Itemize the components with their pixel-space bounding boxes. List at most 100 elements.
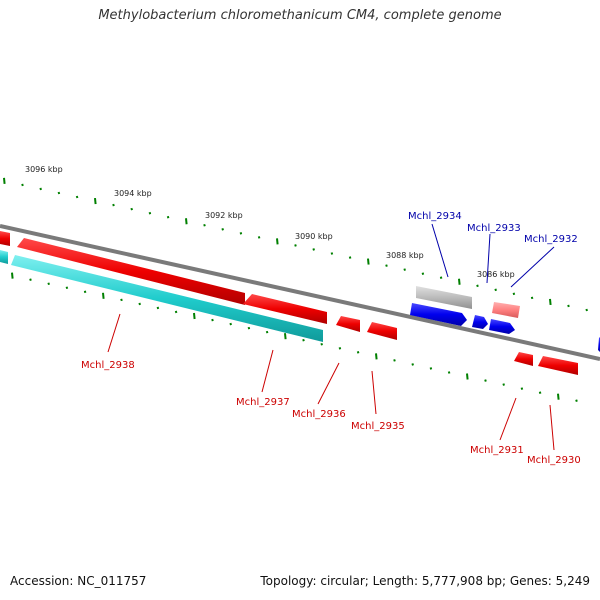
label-leaders — [107, 223, 555, 451]
scale-label-3088: 3088 kbp — [386, 251, 424, 260]
scale-tick-top-29 — [530, 296, 534, 300]
scale-ticks-bottom — [11, 272, 578, 403]
label-mchl-2931: Mchl_2931 — [470, 445, 524, 456]
gene-mchl-2934 — [416, 286, 472, 309]
scale-tick-top-9 — [166, 215, 170, 219]
scale-tick-top-30 — [549, 298, 552, 306]
scale-tick-top-22 — [403, 268, 406, 271]
scale-tick-top-7 — [130, 207, 133, 211]
scale-tick-top-14 — [257, 236, 261, 239]
leader-mchl-2935 — [371, 370, 377, 415]
gene-blue-1 — [410, 303, 467, 326]
scale-label-3096: 3096 kbp — [25, 165, 63, 174]
scale-tick-bottom-12 — [229, 322, 232, 326]
genome-backbone — [0, 224, 600, 361]
label-mchl-2938: Mchl_2938 — [81, 360, 135, 371]
scale-tick-bottom-25 — [466, 373, 469, 380]
scale-tick-bottom-3 — [65, 286, 69, 290]
gene-mchl-2938-forward — [17, 238, 245, 305]
scale-tick-bottom-26 — [484, 379, 487, 382]
gene-mchl-2936 — [336, 316, 360, 332]
scale-tick-bottom-29 — [538, 391, 542, 394]
scale-tick-top-31 — [567, 304, 570, 308]
scale-tick-bottom-8 — [156, 306, 160, 310]
scale-tick-top-3 — [57, 191, 61, 195]
leader-mchl-2930 — [549, 404, 555, 451]
gene-block-left-edge-red — [0, 231, 10, 246]
scale-tick-bottom-28 — [520, 387, 524, 390]
scale-tick-top-24 — [439, 276, 443, 279]
gene-mchl-2935 — [367, 322, 397, 340]
leader-mchl-2933 — [486, 233, 491, 284]
scale-label-3086: 3086 kbp — [477, 270, 515, 279]
scale-tick-bottom-22 — [411, 363, 414, 366]
scale-tick-top-10 — [185, 218, 188, 225]
leader-mchl-2931 — [499, 397, 517, 441]
leader-mchl-2936 — [317, 362, 340, 405]
scale-tick-bottom-18 — [338, 346, 342, 350]
gene-mchl-2937-forward — [243, 294, 327, 324]
scale-tick-top-11 — [203, 223, 206, 227]
map-title: Methylobacterium chloromethanicum CM4, c… — [98, 8, 502, 23]
scale-label-3092: 3092 kbp — [205, 211, 243, 220]
scale-tick-bottom-0 — [11, 272, 14, 279]
label-mchl-2937: Mchl_2937 — [236, 397, 290, 408]
scale-tick-bottom-9 — [174, 310, 178, 314]
scale-tick-bottom-20 — [375, 353, 378, 360]
scale-ticks-top — [3, 177, 588, 312]
scale-tick-top-27 — [494, 288, 497, 292]
scale-tick-top-13 — [239, 232, 243, 235]
scale-tick-top-1 — [21, 183, 24, 187]
scale-tick-bottom-30 — [557, 393, 560, 400]
scale-tick-bottom-4 — [83, 290, 87, 294]
scale-tick-top-18 — [330, 252, 334, 255]
leader-mchl-2937 — [261, 349, 274, 393]
scale-tick-top-26 — [476, 284, 479, 288]
scale-tick-bottom-21 — [393, 359, 396, 362]
gene-blue-3 — [489, 319, 515, 334]
accession-text: Accession: NC_011757 — [10, 574, 147, 588]
leader-mchl-2938 — [107, 313, 121, 353]
scale-tick-bottom-23 — [429, 367, 433, 370]
label-mchl-2934: Mchl_2934 — [408, 211, 462, 222]
scale-tick-top-2 — [39, 187, 42, 191]
scale-tick-top-32 — [585, 308, 588, 312]
scale-tick-bottom-11 — [211, 318, 214, 322]
label-mchl-2930: Mchl_2930 — [527, 455, 581, 466]
scale-tick-bottom-27 — [502, 383, 505, 386]
scale-tick-bottom-5 — [102, 292, 105, 299]
scale-tick-top-25 — [458, 278, 461, 285]
scale-tick-top-19 — [348, 256, 352, 259]
scale-tick-top-15 — [276, 238, 279, 245]
leader-mchl-2932 — [510, 246, 555, 288]
scale-tick-bottom-1 — [29, 278, 32, 281]
scale-tick-top-0 — [3, 177, 6, 184]
scale-tick-bottom-7 — [138, 302, 141, 306]
scale-tick-top-6 — [112, 203, 115, 207]
leader-mchl-2934 — [431, 223, 449, 278]
scale-tick-top-5 — [94, 197, 97, 205]
scale-tick-bottom-15 — [284, 333, 287, 340]
scale-tick-top-28 — [512, 292, 516, 296]
scale-tick-bottom-10 — [193, 312, 196, 320]
scale-tick-top-17 — [312, 248, 315, 251]
scale-tick-top-16 — [294, 244, 297, 247]
scale-tick-top-4 — [75, 195, 79, 199]
label-mchl-2932: Mchl_2932 — [524, 234, 578, 245]
gene-block-left-edge-cyan — [0, 250, 8, 264]
scale-tick-bottom-19 — [356, 351, 360, 354]
scale-tick-bottom-17 — [320, 342, 323, 346]
scale-tick-bottom-13 — [247, 326, 251, 330]
scale-label-3094: 3094 kbp — [114, 189, 152, 198]
label-mchl-2933: Mchl_2933 — [467, 223, 521, 234]
gene-mchl-2931 — [514, 352, 533, 366]
gene-mchl-2933 — [472, 315, 488, 329]
scale-tick-top-8 — [148, 211, 152, 215]
scale-tick-bottom-6 — [120, 298, 123, 302]
scale-tick-top-12 — [221, 228, 224, 231]
scale-label-3090: 3090 kbp — [295, 232, 333, 241]
label-mchl-2936: Mchl_2936 — [292, 409, 346, 420]
scale-tick-top-23 — [421, 272, 425, 275]
scale-tick-bottom-24 — [447, 371, 451, 374]
